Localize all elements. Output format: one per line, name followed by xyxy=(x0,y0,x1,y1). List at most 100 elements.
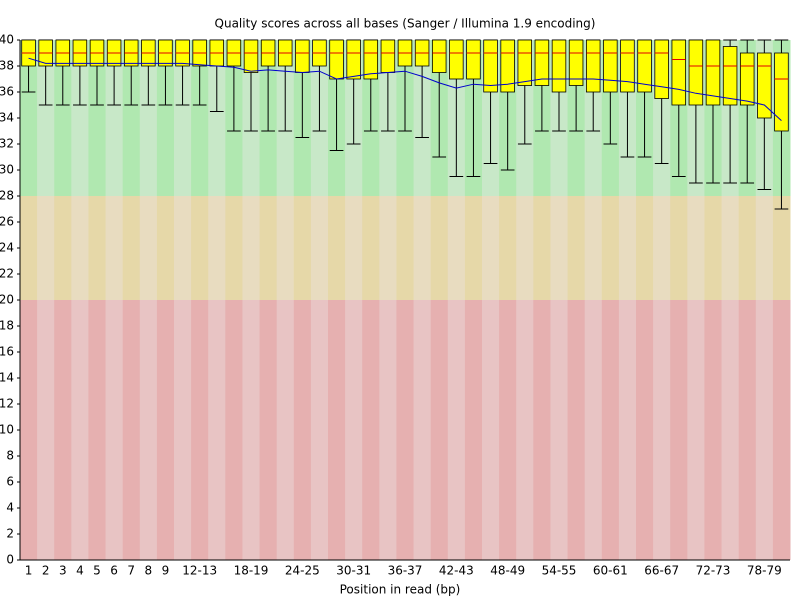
quality-zone xyxy=(225,196,243,300)
quality-zone xyxy=(191,40,209,196)
quality-zone xyxy=(37,300,55,560)
y-tick-label: 18 xyxy=(0,319,14,333)
quality-zone xyxy=(704,300,723,560)
quality-zone xyxy=(71,300,89,560)
y-tick-label: 30 xyxy=(0,163,14,177)
quality-zone xyxy=(447,300,466,560)
quality-zone xyxy=(122,196,141,300)
quality-zone xyxy=(362,196,380,300)
quality-zone xyxy=(105,300,124,560)
quality-zone xyxy=(345,300,363,560)
quality-zone xyxy=(71,40,89,196)
x-tick-label: 12-13 xyxy=(182,564,217,578)
quality-zone xyxy=(139,300,158,560)
quality-zone xyxy=(550,300,569,560)
quality-zone xyxy=(54,40,72,196)
y-tick-label: 8 xyxy=(6,449,14,463)
quality-zone xyxy=(139,196,158,300)
quality-zone xyxy=(174,196,192,300)
quality-zone xyxy=(413,196,432,300)
y-tick-label: 34 xyxy=(0,111,14,125)
box xyxy=(774,52,789,132)
x-tick-label: 3 xyxy=(59,564,67,578)
quality-zone xyxy=(105,196,124,300)
x-tick-label: 4 xyxy=(76,564,84,578)
y-tick-label: 40 xyxy=(0,33,14,47)
quality-zone xyxy=(37,40,55,196)
x-tick-label: 66-67 xyxy=(644,564,679,578)
quality-zone xyxy=(430,196,449,300)
quality-zone xyxy=(54,196,72,300)
quality-zone xyxy=(567,300,586,560)
quality-zone xyxy=(293,300,312,560)
quality-zone xyxy=(242,300,261,560)
quality-zone xyxy=(738,196,757,300)
quality-zone xyxy=(122,300,141,560)
x-tick-label: 42-43 xyxy=(439,564,474,578)
x-tick-label: 78-79 xyxy=(747,564,782,578)
box xyxy=(295,39,310,73)
quality-zone xyxy=(362,300,380,560)
quality-zone xyxy=(156,196,175,300)
quality-zone xyxy=(447,196,466,300)
quality-zone xyxy=(20,196,38,300)
box xyxy=(466,39,481,80)
box xyxy=(329,39,344,80)
mean-line xyxy=(28,57,782,121)
y-tick-label: 36 xyxy=(0,85,14,99)
quality-zone xyxy=(328,196,346,300)
x-tick-label: 24-25 xyxy=(285,564,320,578)
quality-zone xyxy=(482,196,500,300)
quality-zone xyxy=(687,196,705,300)
box xyxy=(620,39,635,93)
quality-zone xyxy=(156,40,175,196)
quality-zone xyxy=(738,300,757,560)
quality-zone xyxy=(259,300,278,560)
quality-zone xyxy=(670,196,688,300)
x-tick-label: 72-73 xyxy=(696,564,731,578)
quality-zone xyxy=(242,196,261,300)
quality-zone xyxy=(601,300,620,560)
quality-zone xyxy=(687,300,705,560)
quality-zone xyxy=(618,196,637,300)
quality-zone xyxy=(379,196,397,300)
y-tick-label: 12 xyxy=(0,397,14,411)
quality-zone xyxy=(345,196,363,300)
quality-zone xyxy=(533,300,551,560)
quality-zone xyxy=(482,300,500,560)
x-tick-label: 36-37 xyxy=(388,564,423,578)
quality-zone xyxy=(191,196,209,300)
quality-zone xyxy=(584,300,603,560)
box xyxy=(722,46,738,106)
quality-zone xyxy=(71,196,89,300)
quality-zone xyxy=(601,196,620,300)
quality-zone xyxy=(208,300,226,560)
quality-zone xyxy=(20,40,38,196)
quality-zone xyxy=(310,196,329,300)
quality-zone xyxy=(499,300,517,560)
y-tick-label: 2 xyxy=(6,527,14,541)
quality-zone xyxy=(122,40,141,196)
y-tick-label: 28 xyxy=(0,189,14,203)
quality-zone xyxy=(499,196,517,300)
box xyxy=(585,39,601,93)
quality-zone xyxy=(208,196,226,300)
quality-zone xyxy=(755,300,774,560)
quality-zone xyxy=(259,196,278,300)
quality-zone xyxy=(310,300,329,560)
quality-zone xyxy=(139,40,158,196)
x-tick-label: 30-31 xyxy=(336,564,371,578)
box xyxy=(517,39,533,86)
quality-zone xyxy=(156,300,175,560)
x-tick-label: 54-55 xyxy=(542,564,577,578)
box xyxy=(346,39,361,80)
y-tick-label: 38 xyxy=(0,59,14,73)
y-tick-label: 4 xyxy=(6,501,14,515)
quality-zone xyxy=(174,300,192,560)
x-tick-label: 1 xyxy=(25,564,33,578)
quality-zone xyxy=(721,300,740,560)
quality-zone xyxy=(396,196,415,300)
x-tick-label: 5 xyxy=(93,564,101,578)
box xyxy=(551,39,567,93)
